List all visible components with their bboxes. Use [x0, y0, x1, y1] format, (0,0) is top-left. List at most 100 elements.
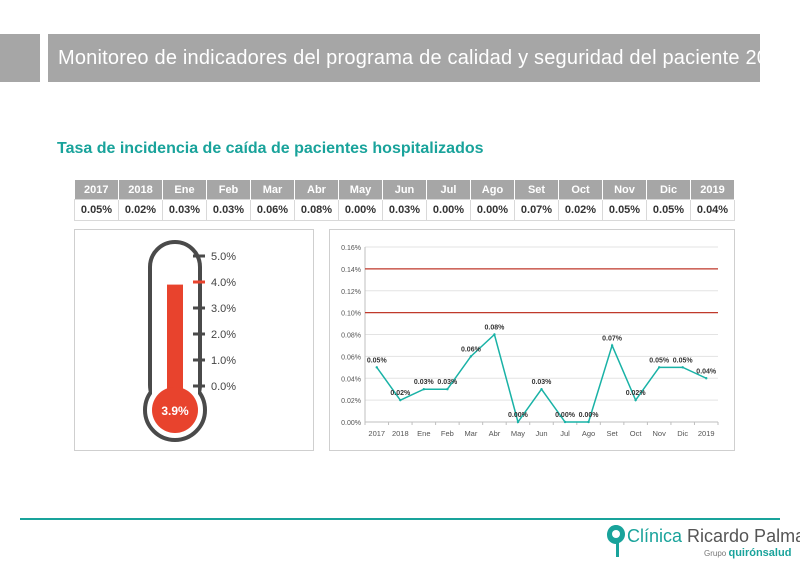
y-tick-label: 0.12%	[341, 289, 361, 296]
data-point	[446, 387, 449, 391]
table-cell: 0.05%	[646, 199, 691, 221]
column-header: Jul	[426, 180, 471, 200]
y-tick-label: 0.04%	[341, 376, 361, 383]
thermometer-tick-label: 0.0%	[211, 381, 236, 393]
data-label: 0.05%	[673, 357, 694, 364]
thermometer-bulb-fill	[152, 387, 198, 433]
line-chart-panel: 0.00% 0.02% 0.04% 0.06% 0.08% 0.10% 0.12% 0.14%…	[329, 229, 735, 451]
data-point	[399, 398, 402, 402]
x-tick-label: Set	[606, 429, 618, 438]
data-label: 0.02%	[390, 390, 411, 397]
data-label: 0.06%	[461, 346, 482, 353]
table-row: 0.05% 0.02% 0.03% 0.03% 0.06% 0.08% 0.00% 0.03%…	[74, 199, 735, 221]
table-header-row: 2017 2018 Ene Feb Mar Abr May Jun Jul Ago Set Oct No…	[74, 180, 735, 200]
y-tick-label: 0.06%	[341, 354, 361, 361]
data-label: 0.08%	[485, 325, 506, 332]
x-tick-label: May	[511, 429, 525, 438]
thermometer-fill	[167, 284, 183, 410]
column-header: 2018	[118, 180, 163, 200]
column-header: Nov	[602, 180, 647, 200]
x-tick-label: Oct	[630, 429, 643, 438]
page-title: Monitoreo de indicadores del programa de…	[48, 34, 791, 82]
column-header: Mar	[250, 180, 295, 200]
x-tick-label: Feb	[441, 429, 454, 438]
table-cell: 0.03%	[382, 199, 427, 221]
column-header: 2017	[74, 180, 119, 200]
column-header: Set	[514, 180, 559, 200]
column-header: Abr	[294, 180, 339, 200]
data-label: 0.00%	[508, 412, 529, 419]
data-point	[422, 387, 426, 391]
data-point	[610, 344, 614, 347]
data-point	[375, 366, 378, 369]
thermometer-tick-label: 3.0%	[211, 303, 236, 315]
column-header: Feb	[206, 180, 251, 200]
table-cell: 0.03%	[206, 199, 251, 221]
header-accent-tab	[0, 34, 40, 82]
column-header: Dic	[646, 180, 691, 200]
table-cell: 0.06%	[250, 199, 295, 221]
clinic-name-prefix: Clínica	[627, 526, 683, 546]
table-cell: 0.00%	[426, 199, 471, 221]
table-cell: 0.00%	[338, 199, 383, 221]
thermometer-tick-label: 4.0%	[211, 277, 236, 289]
data-label: 0.00%	[555, 412, 576, 419]
thermometer-tick-label: 1.0%	[211, 355, 236, 367]
x-tick-label: Ene	[417, 429, 430, 438]
thermometer-panel: 3.9% 0.0% 1.0% 2.0% 3.0% 4.0% 5.0%	[74, 229, 314, 451]
x-tick-label: Nov	[652, 429, 666, 438]
y-tick-label: 0.02%	[341, 398, 361, 405]
x-tick-label: Abr	[489, 429, 501, 438]
data-label: 0.03%	[414, 379, 435, 386]
group-brand-name: quirónsalud	[728, 547, 792, 559]
x-tick-label: 2017	[368, 429, 385, 438]
footer-divider	[20, 518, 780, 520]
column-header: Ago	[470, 180, 515, 200]
table-cell: 0.07%	[514, 199, 559, 221]
group-label: Grupo	[704, 549, 729, 558]
data-label: 0.05%	[649, 357, 670, 364]
thermometer-tick-label: 5.0%	[211, 251, 236, 263]
clinic-name-main: Ricardo Palma	[682, 526, 800, 546]
data-label: 0.04%	[696, 368, 717, 375]
column-header: 2019	[690, 180, 735, 200]
y-tick-label: 0.08%	[341, 333, 361, 340]
data-label: 0.03%	[437, 379, 458, 386]
data-point	[469, 355, 473, 358]
data-point	[705, 377, 708, 380]
data-label: 0.07%	[602, 335, 623, 342]
monthly-rates-table: 2017 2018 Ene Feb Mar Abr May Jun Jul Ago Set Oct No…	[74, 180, 735, 221]
y-tick-label: 0.14%	[341, 267, 361, 274]
data-point	[657, 366, 661, 369]
column-header: Jun	[382, 180, 427, 200]
column-header: Ene	[162, 180, 207, 200]
data-point	[634, 398, 637, 402]
x-tick-label: 2018	[392, 429, 409, 438]
data-point	[493, 333, 496, 336]
thermometer-value-label: 3.9%	[161, 404, 189, 418]
table-cell: 0.05%	[602, 199, 647, 221]
table-cell: 0.03%	[162, 199, 207, 221]
data-label: 0.00%	[579, 412, 600, 419]
x-tick-label: Dic	[677, 429, 688, 438]
thermometer-gauge: 3.9% 0.0% 1.0% 2.0% 3.0% 4.0% 5.0%	[143, 240, 236, 442]
table-cell: 0.04%	[690, 199, 735, 221]
x-tick-label: Ago	[582, 429, 595, 438]
x-tick-label: 2019	[698, 429, 715, 438]
data-point	[681, 366, 684, 369]
y-tick-label: 0.16%	[341, 245, 361, 252]
clinic-logo: Clínica Ricardo Palma Grupo quirónsalud	[600, 520, 800, 564]
data-point	[516, 420, 520, 424]
data-label: 0.05%	[367, 357, 388, 364]
section-title: Tasa de incidencia de caída de pacientes…	[57, 140, 484, 157]
data-label: 0.03%	[532, 379, 553, 386]
thermometer-tick-label: 2.0%	[211, 329, 236, 341]
clinic-name: Clínica Ricardo Palma	[627, 526, 800, 547]
data-label: 0.02%	[626, 390, 647, 397]
table-cell: 0.08%	[294, 199, 339, 221]
table-cell: 0.05%	[74, 199, 119, 221]
data-point	[540, 387, 543, 391]
x-tick-label: Jul	[560, 429, 570, 438]
table-cell: 0.02%	[118, 199, 163, 221]
table-cell: 0.02%	[558, 199, 603, 221]
